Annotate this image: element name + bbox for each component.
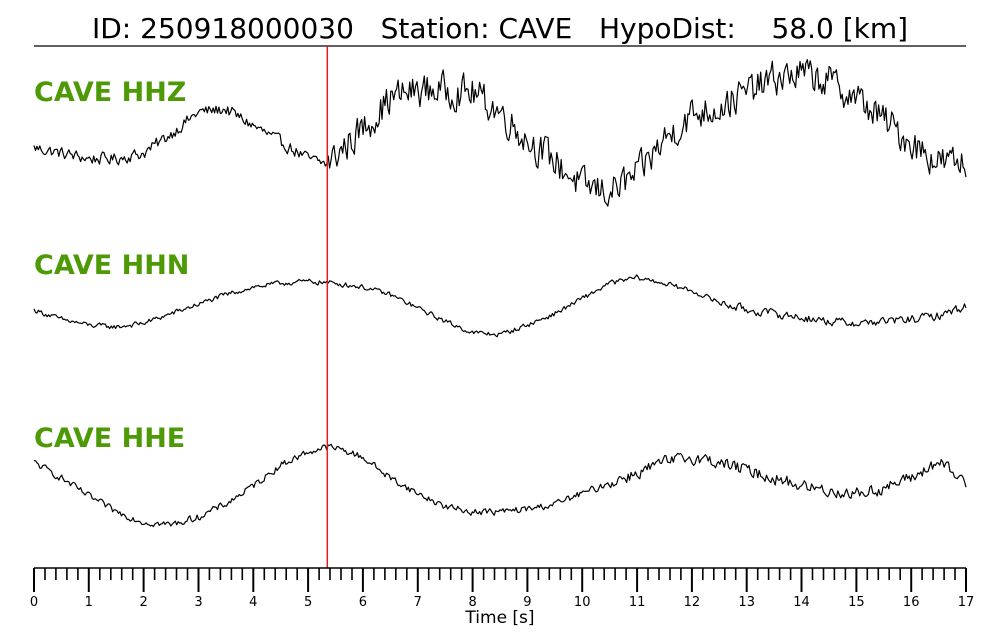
- title-hypodist-unit: [km]: [843, 12, 908, 45]
- x-tick-label: 12: [684, 595, 701, 610]
- trace-cave-hhe: [33, 443, 967, 528]
- title-id-label: ID:: [92, 12, 131, 45]
- x-tick-label: 13: [738, 595, 755, 610]
- x-tick-label: 1: [85, 595, 93, 610]
- x-tick-label: 0: [30, 595, 38, 610]
- channel-label-cave-hhe: CAVE HHE: [34, 423, 185, 454]
- x-tick-label: 16: [903, 595, 920, 610]
- x-tick-label: 17: [958, 595, 975, 610]
- trace-group: [33, 59, 967, 528]
- channel-label-group: CAVE HHZ CAVE HHN CAVE HHE: [34, 77, 189, 454]
- x-tick-label: 8: [468, 595, 476, 610]
- x-tick-label: 7: [414, 595, 422, 610]
- x-axis: 0 1 2 3 4 5 6 7 8 9 10 11 12 13 14 15 16 17: [30, 567, 975, 610]
- x-tick-label: 3: [194, 595, 202, 610]
- x-tick-label: 14: [793, 595, 810, 610]
- trace-cave-hhz: [33, 59, 967, 207]
- x-tick-label: 6: [359, 595, 367, 610]
- title-hypodist-label: HypoDist:: [599, 12, 736, 45]
- x-tick-label: 15: [848, 595, 865, 610]
- title-id-value: 250918000030: [140, 12, 354, 45]
- trace-cave-hhn: [33, 274, 967, 338]
- title-hypodist-value: 58.0: [771, 12, 833, 45]
- x-tick-label: 11: [629, 595, 646, 610]
- channel-label-cave-hhn: CAVE HHN: [34, 250, 189, 281]
- title-station-label: Station:: [381, 12, 490, 45]
- x-tick-label: 4: [249, 595, 257, 610]
- x-axis-label: Time [s]: [464, 608, 534, 628]
- x-tick-label: 5: [304, 595, 312, 610]
- x-tick-label: 2: [139, 595, 147, 610]
- x-tick-label: 9: [523, 595, 531, 610]
- title-station-value: CAVE: [499, 12, 573, 45]
- channel-label-cave-hhz: CAVE HHZ: [34, 77, 186, 108]
- x-tick-label: 10: [574, 595, 591, 610]
- chart-title: ID: 250918000030 Station: CAVE HypoDist:…: [92, 12, 908, 45]
